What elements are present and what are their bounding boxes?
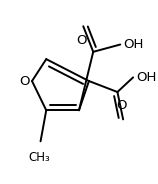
Text: O: O bbox=[19, 75, 29, 88]
Text: O: O bbox=[77, 34, 87, 47]
Text: OH: OH bbox=[136, 71, 156, 84]
Text: CH₃: CH₃ bbox=[28, 151, 50, 164]
Text: OH: OH bbox=[123, 38, 143, 51]
Text: O: O bbox=[116, 99, 127, 112]
